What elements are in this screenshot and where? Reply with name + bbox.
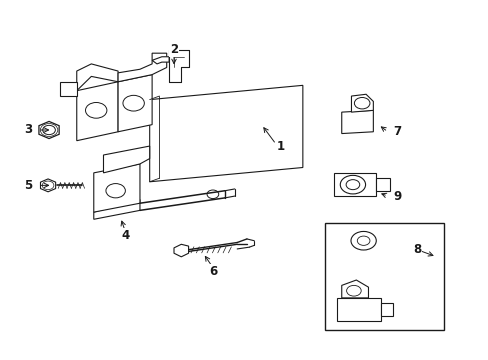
Circle shape: [346, 180, 359, 190]
Polygon shape: [351, 94, 372, 112]
Polygon shape: [39, 121, 59, 139]
Text: 6: 6: [208, 265, 217, 278]
Polygon shape: [334, 173, 375, 196]
Text: 1: 1: [276, 140, 285, 153]
Text: 4: 4: [121, 229, 129, 242]
Text: 8: 8: [412, 243, 420, 256]
Text: 2: 2: [170, 43, 178, 56]
Polygon shape: [375, 178, 389, 191]
Polygon shape: [94, 200, 140, 219]
Circle shape: [85, 103, 107, 118]
Polygon shape: [77, 64, 118, 91]
Circle shape: [340, 175, 365, 194]
Circle shape: [350, 231, 375, 250]
Circle shape: [42, 125, 55, 135]
Polygon shape: [341, 280, 368, 298]
Circle shape: [122, 95, 144, 111]
Text: 9: 9: [393, 190, 401, 203]
Polygon shape: [103, 146, 149, 173]
Polygon shape: [60, 82, 77, 96]
Polygon shape: [149, 85, 302, 182]
Text: 5: 5: [24, 179, 32, 192]
Text: 7: 7: [393, 125, 401, 138]
Polygon shape: [174, 244, 188, 257]
Circle shape: [354, 98, 369, 109]
Circle shape: [357, 236, 369, 246]
Polygon shape: [380, 303, 392, 316]
Polygon shape: [94, 164, 140, 212]
Polygon shape: [77, 82, 118, 141]
Polygon shape: [118, 75, 152, 132]
Circle shape: [106, 184, 125, 198]
Polygon shape: [41, 179, 56, 192]
Polygon shape: [152, 57, 169, 64]
Polygon shape: [336, 298, 380, 321]
Circle shape: [206, 190, 218, 199]
Bar: [324, 223, 443, 330]
Text: 3: 3: [24, 123, 32, 136]
Polygon shape: [341, 111, 372, 134]
Circle shape: [346, 285, 361, 296]
Polygon shape: [118, 53, 166, 82]
